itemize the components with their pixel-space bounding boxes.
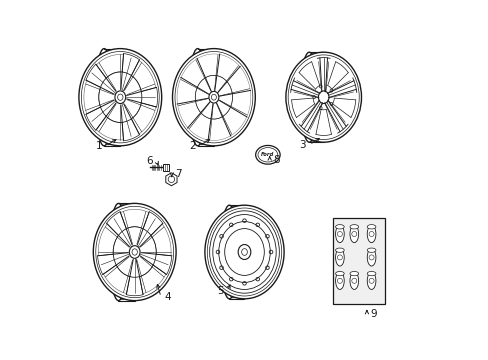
Ellipse shape [255,145,280,164]
Text: 2: 2 [189,141,196,151]
Text: Ford: Ford [261,152,274,157]
Ellipse shape [366,272,375,289]
Ellipse shape [349,225,358,243]
Ellipse shape [335,225,344,243]
Ellipse shape [366,225,375,229]
Ellipse shape [335,271,344,276]
Ellipse shape [366,271,375,276]
Ellipse shape [285,52,361,142]
Text: 9: 9 [369,309,376,319]
Text: 6: 6 [146,156,153,166]
Ellipse shape [349,225,358,229]
Ellipse shape [349,271,358,276]
Ellipse shape [335,248,344,252]
Ellipse shape [349,272,358,289]
Text: 4: 4 [164,292,170,302]
Text: 1: 1 [96,141,102,151]
Ellipse shape [366,225,375,243]
Ellipse shape [172,49,255,146]
FancyBboxPatch shape [163,164,168,171]
Ellipse shape [335,225,344,229]
Text: 7: 7 [175,168,181,179]
Text: 3: 3 [299,140,305,150]
Ellipse shape [93,203,176,301]
Ellipse shape [366,249,375,266]
Ellipse shape [335,249,344,266]
Ellipse shape [204,205,284,299]
Ellipse shape [335,272,344,289]
Ellipse shape [79,49,162,146]
Text: 8: 8 [272,155,279,165]
Text: 5: 5 [217,285,224,296]
Ellipse shape [366,248,375,252]
FancyBboxPatch shape [332,218,384,304]
